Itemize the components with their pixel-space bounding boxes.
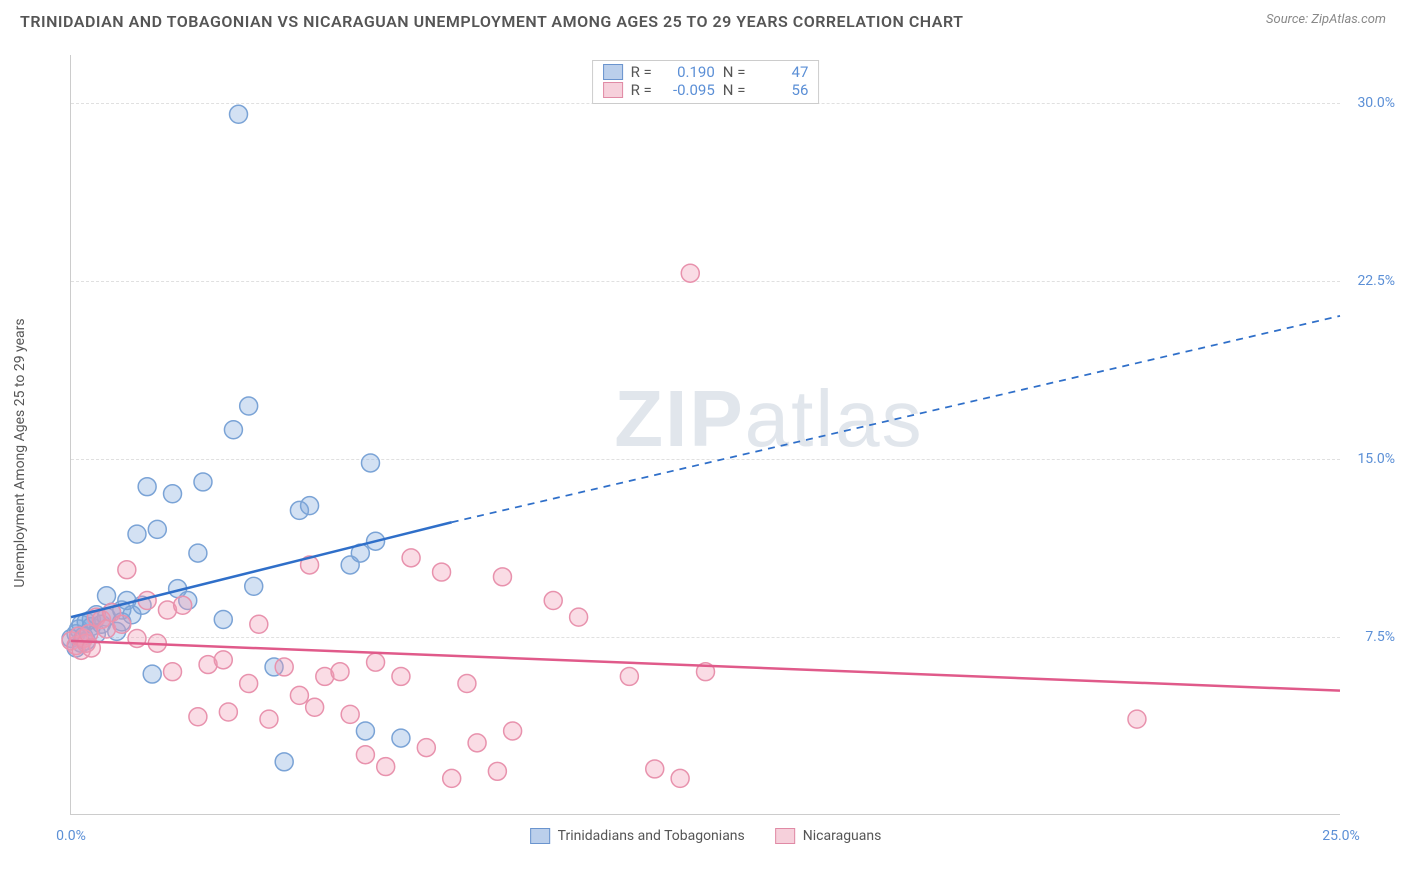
scatter-point bbox=[468, 734, 486, 752]
scatter-point bbox=[128, 525, 146, 543]
scatter-point bbox=[290, 686, 308, 704]
scatter-point bbox=[458, 675, 476, 693]
chart-area: Unemployment Among Ages 25 to 29 years Z… bbox=[50, 55, 1390, 835]
x-tick-label: 25.0% bbox=[1322, 828, 1360, 844]
scatter-point bbox=[301, 497, 319, 515]
scatter-point bbox=[214, 611, 232, 629]
scatter-point bbox=[219, 703, 237, 721]
stats-r-label: R = bbox=[631, 63, 652, 81]
stats-r-pink: -0.095 bbox=[660, 81, 715, 99]
stats-r-blue: 0.190 bbox=[660, 63, 715, 81]
scatter-point bbox=[194, 473, 212, 491]
scatter-point bbox=[240, 397, 258, 415]
scatter-point bbox=[367, 653, 385, 671]
scatter-point bbox=[118, 561, 136, 579]
scatter-point bbox=[681, 264, 699, 282]
scatter-point bbox=[493, 568, 511, 586]
legend-label-pink: Nicaraguans bbox=[803, 828, 882, 844]
y-axis-label: Unemployment Among Ages 25 to 29 years bbox=[12, 318, 28, 587]
swatch-blue-icon bbox=[603, 64, 623, 80]
scatter-point bbox=[356, 746, 374, 764]
scatter-point bbox=[189, 708, 207, 726]
scatter-point bbox=[433, 563, 451, 581]
scatter-point bbox=[230, 105, 248, 123]
scatter-point bbox=[331, 663, 349, 681]
legend-swatch-blue-icon bbox=[530, 828, 550, 844]
swatch-pink-icon bbox=[603, 82, 623, 98]
series-legend: Trinidadians and Tobagonians Nicaraguans bbox=[530, 828, 882, 844]
scatter-point bbox=[260, 710, 278, 728]
scatter-point bbox=[504, 722, 522, 740]
scatter-point bbox=[245, 577, 263, 595]
scatter-point bbox=[341, 705, 359, 723]
scatter-point bbox=[377, 758, 395, 776]
stats-r-label2: R = bbox=[631, 81, 652, 99]
scatter-point bbox=[570, 608, 588, 626]
chart-title: TRINIDADIAN AND TOBAGONIAN VS NICARAGUAN… bbox=[20, 12, 963, 31]
legend-swatch-pink-icon bbox=[775, 828, 795, 844]
stats-row-pink: R = -0.095 N = 56 bbox=[603, 81, 809, 99]
scatter-point bbox=[138, 478, 156, 496]
legend-item-blue: Trinidadians and Tobagonians bbox=[530, 828, 745, 844]
y-tick-label: 7.5% bbox=[1365, 629, 1395, 645]
scatter-point bbox=[402, 549, 420, 567]
scatter-point bbox=[1128, 710, 1146, 728]
correlation-stats-legend: R = 0.190 N = 47 R = -0.095 N = 56 bbox=[592, 60, 820, 104]
plot-svg bbox=[71, 55, 1340, 814]
stats-row-blue: R = 0.190 N = 47 bbox=[603, 63, 809, 81]
legend-label-blue: Trinidadians and Tobagonians bbox=[558, 828, 745, 844]
scatter-point bbox=[275, 658, 293, 676]
plot-region: ZIPatlas R = 0.190 N = 47 R = -0.095 N =… bbox=[70, 55, 1340, 815]
scatter-point bbox=[214, 651, 232, 669]
x-tick-label: 0.0% bbox=[56, 828, 86, 844]
y-tick-label: 15.0% bbox=[1357, 451, 1395, 467]
scatter-point bbox=[113, 615, 131, 633]
trend-lines bbox=[71, 316, 1340, 691]
scatter-point bbox=[164, 663, 182, 681]
trend-line-dashed bbox=[452, 316, 1340, 522]
scatter-points bbox=[62, 105, 1146, 787]
scatter-point bbox=[417, 739, 435, 757]
scatter-point bbox=[164, 485, 182, 503]
scatter-point bbox=[361, 454, 379, 472]
scatter-point bbox=[275, 753, 293, 771]
scatter-point bbox=[356, 722, 374, 740]
scatter-point bbox=[392, 729, 410, 747]
scatter-point bbox=[143, 665, 161, 683]
scatter-point bbox=[224, 421, 242, 439]
y-tick-label: 22.5% bbox=[1357, 273, 1395, 289]
source-label: Source: ZipAtlas.com bbox=[1266, 12, 1386, 27]
scatter-point bbox=[174, 596, 192, 614]
legend-item-pink: Nicaraguans bbox=[775, 828, 882, 844]
scatter-point bbox=[250, 615, 268, 633]
trend-line-solid bbox=[71, 641, 1340, 691]
scatter-point bbox=[443, 769, 461, 787]
scatter-point bbox=[189, 544, 207, 562]
stats-n-label: N = bbox=[723, 63, 746, 81]
scatter-point bbox=[148, 520, 166, 538]
scatter-point bbox=[544, 592, 562, 610]
y-tick-label: 30.0% bbox=[1357, 95, 1395, 111]
scatter-point bbox=[671, 769, 689, 787]
stats-n-blue: 47 bbox=[753, 63, 808, 81]
scatter-point bbox=[620, 667, 638, 685]
scatter-point bbox=[392, 667, 410, 685]
stats-n-pink: 56 bbox=[753, 81, 808, 99]
scatter-point bbox=[488, 762, 506, 780]
scatter-point bbox=[306, 698, 324, 716]
scatter-point bbox=[646, 760, 664, 778]
scatter-point bbox=[240, 675, 258, 693]
scatter-point bbox=[98, 587, 116, 605]
stats-n-label2: N = bbox=[723, 81, 746, 99]
